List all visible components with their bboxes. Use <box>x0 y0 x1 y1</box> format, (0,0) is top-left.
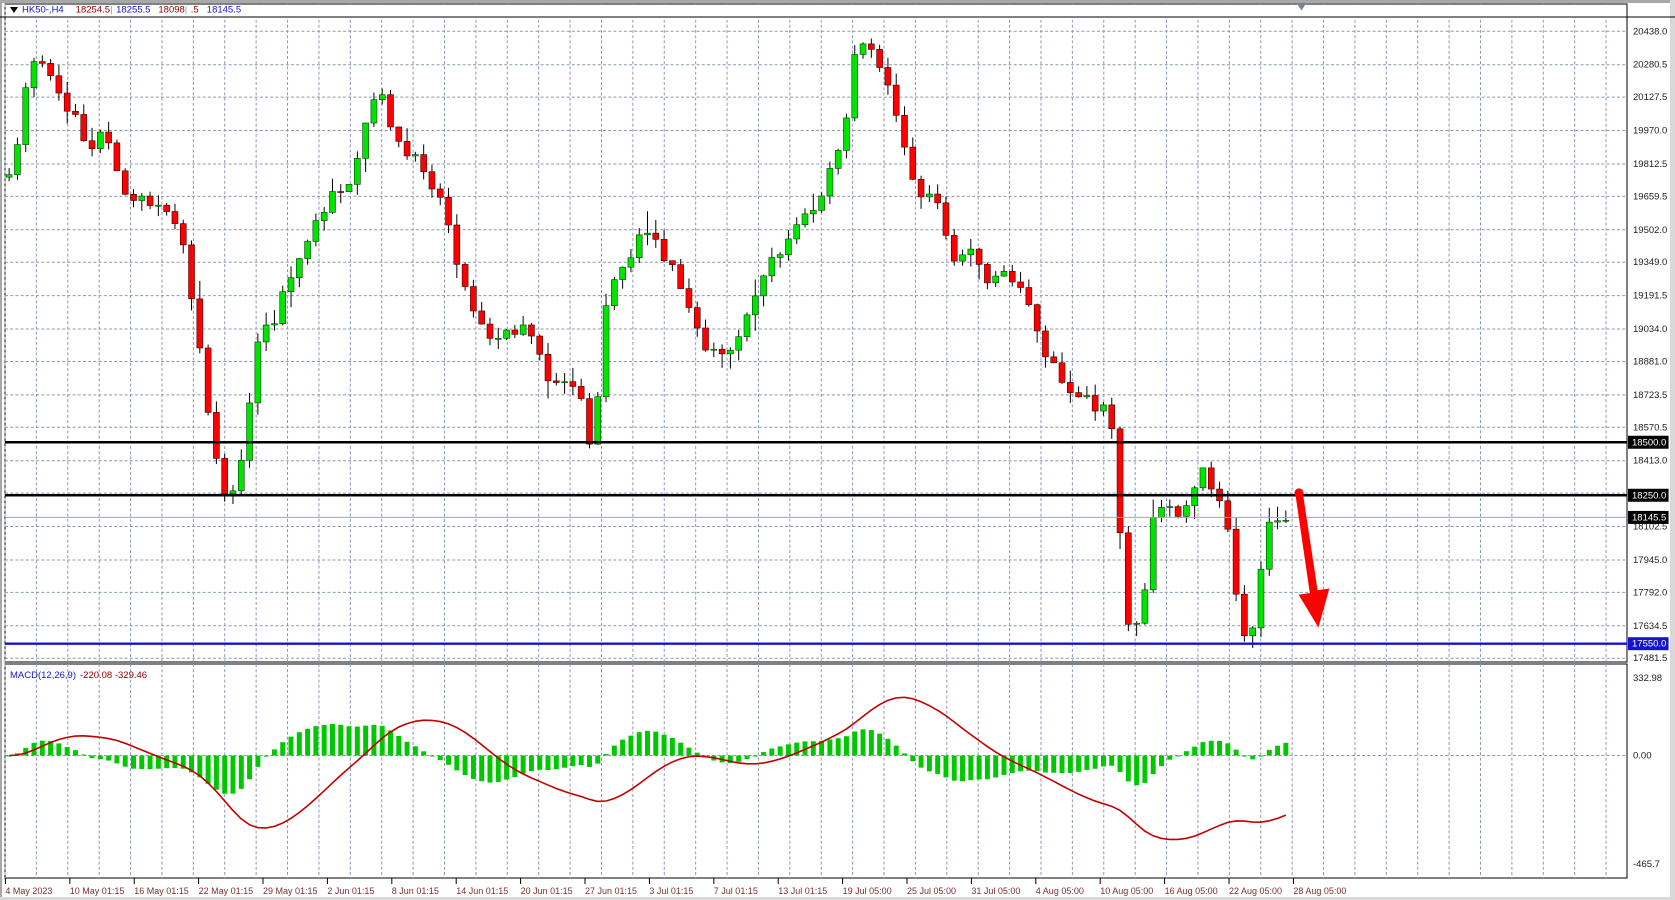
svg-text:19 Jul 05:00: 19 Jul 05:00 <box>843 886 892 896</box>
svg-text:17481.5: 17481.5 <box>1633 653 1667 664</box>
svg-text:17945.0: 17945.0 <box>1633 555 1667 566</box>
svg-text:19191.5: 19191.5 <box>1633 291 1667 302</box>
svg-text:|: | <box>185 5 187 16</box>
svg-text:18413.0: 18413.0 <box>1633 456 1667 467</box>
svg-text:29 May 01:15: 29 May 01:15 <box>263 886 318 896</box>
svg-text:18098: 18098 <box>158 5 184 16</box>
svg-text:19970.0: 19970.0 <box>1633 126 1667 137</box>
svg-text:18723.5: 18723.5 <box>1633 390 1667 401</box>
svg-text:22 Aug 05:00: 22 Aug 05:00 <box>1229 886 1282 896</box>
svg-text:19034.0: 19034.0 <box>1633 324 1667 335</box>
svg-text:25 Jul 05:00: 25 Jul 05:00 <box>907 886 956 896</box>
svg-text:13 Jul 01:15: 13 Jul 01:15 <box>778 886 827 896</box>
svg-text:31 Jul 05:00: 31 Jul 05:00 <box>971 886 1020 896</box>
svg-text:HK50-,H4: HK50-,H4 <box>22 5 64 16</box>
svg-text:18570.5: 18570.5 <box>1633 422 1667 433</box>
svg-text:3 Jul 01:15: 3 Jul 01:15 <box>649 886 693 896</box>
svg-text:8 Jun 01:15: 8 Jun 01:15 <box>392 886 439 896</box>
svg-text:-465.7: -465.7 <box>1633 859 1660 870</box>
svg-text:|: | <box>110 5 112 16</box>
svg-text:332.98: 332.98 <box>1633 673 1662 684</box>
svg-text:0.00: 0.00 <box>1633 751 1652 762</box>
svg-text:20 Jun 01:15: 20 Jun 01:15 <box>521 886 573 896</box>
svg-text:19349.0: 19349.0 <box>1633 257 1667 268</box>
svg-text:20438.0: 20438.0 <box>1633 26 1667 37</box>
svg-text:18145.5: 18145.5 <box>1632 512 1666 523</box>
svg-text:18500.0: 18500.0 <box>1632 437 1666 448</box>
svg-text:19659.5: 19659.5 <box>1633 191 1667 202</box>
svg-text:17550.0: 17550.0 <box>1632 639 1666 650</box>
svg-text:18254.5: 18254.5 <box>76 5 110 16</box>
svg-text:17792.0: 17792.0 <box>1633 587 1667 598</box>
svg-text:16 Aug 05:00: 16 Aug 05:00 <box>1165 886 1218 896</box>
svg-text:10 May 01:15: 10 May 01:15 <box>70 886 125 896</box>
svg-text:14 Jun 01:15: 14 Jun 01:15 <box>456 886 508 896</box>
svg-text:2 Jun 01:15: 2 Jun 01:15 <box>327 886 374 896</box>
svg-text:20127.5: 20127.5 <box>1633 92 1667 103</box>
svg-text:18881.0: 18881.0 <box>1633 356 1667 367</box>
svg-text:16 May 01:15: 16 May 01:15 <box>134 886 189 896</box>
svg-text:18145.5: 18145.5 <box>207 5 241 16</box>
svg-text:18250.0: 18250.0 <box>1632 490 1666 501</box>
svg-text:20280.5: 20280.5 <box>1633 60 1667 71</box>
svg-text:-220.08 -329.46: -220.08 -329.46 <box>80 670 147 681</box>
svg-text:18255.5: 18255.5 <box>116 5 150 16</box>
svg-text:22 May 01:15: 22 May 01:15 <box>199 886 254 896</box>
svg-text:10 Aug 05:00: 10 Aug 05:00 <box>1100 886 1153 896</box>
svg-text:7 Jul 01:15: 7 Jul 01:15 <box>714 886 758 896</box>
svg-text:19502.0: 19502.0 <box>1633 225 1667 236</box>
svg-text:.5: .5 <box>191 5 199 16</box>
svg-text:4 Aug 05:00: 4 Aug 05:00 <box>1036 886 1084 896</box>
svg-text:28 Aug 05:00: 28 Aug 05:00 <box>1293 886 1346 896</box>
svg-text:MACD(12,26,9): MACD(12,26,9) <box>10 670 76 681</box>
svg-text:27 Jun 01:15: 27 Jun 01:15 <box>585 886 637 896</box>
svg-text:4 May 2023: 4 May 2023 <box>5 886 52 896</box>
svg-text:19812.5: 19812.5 <box>1633 159 1667 170</box>
svg-text:17634.5: 17634.5 <box>1633 621 1667 632</box>
